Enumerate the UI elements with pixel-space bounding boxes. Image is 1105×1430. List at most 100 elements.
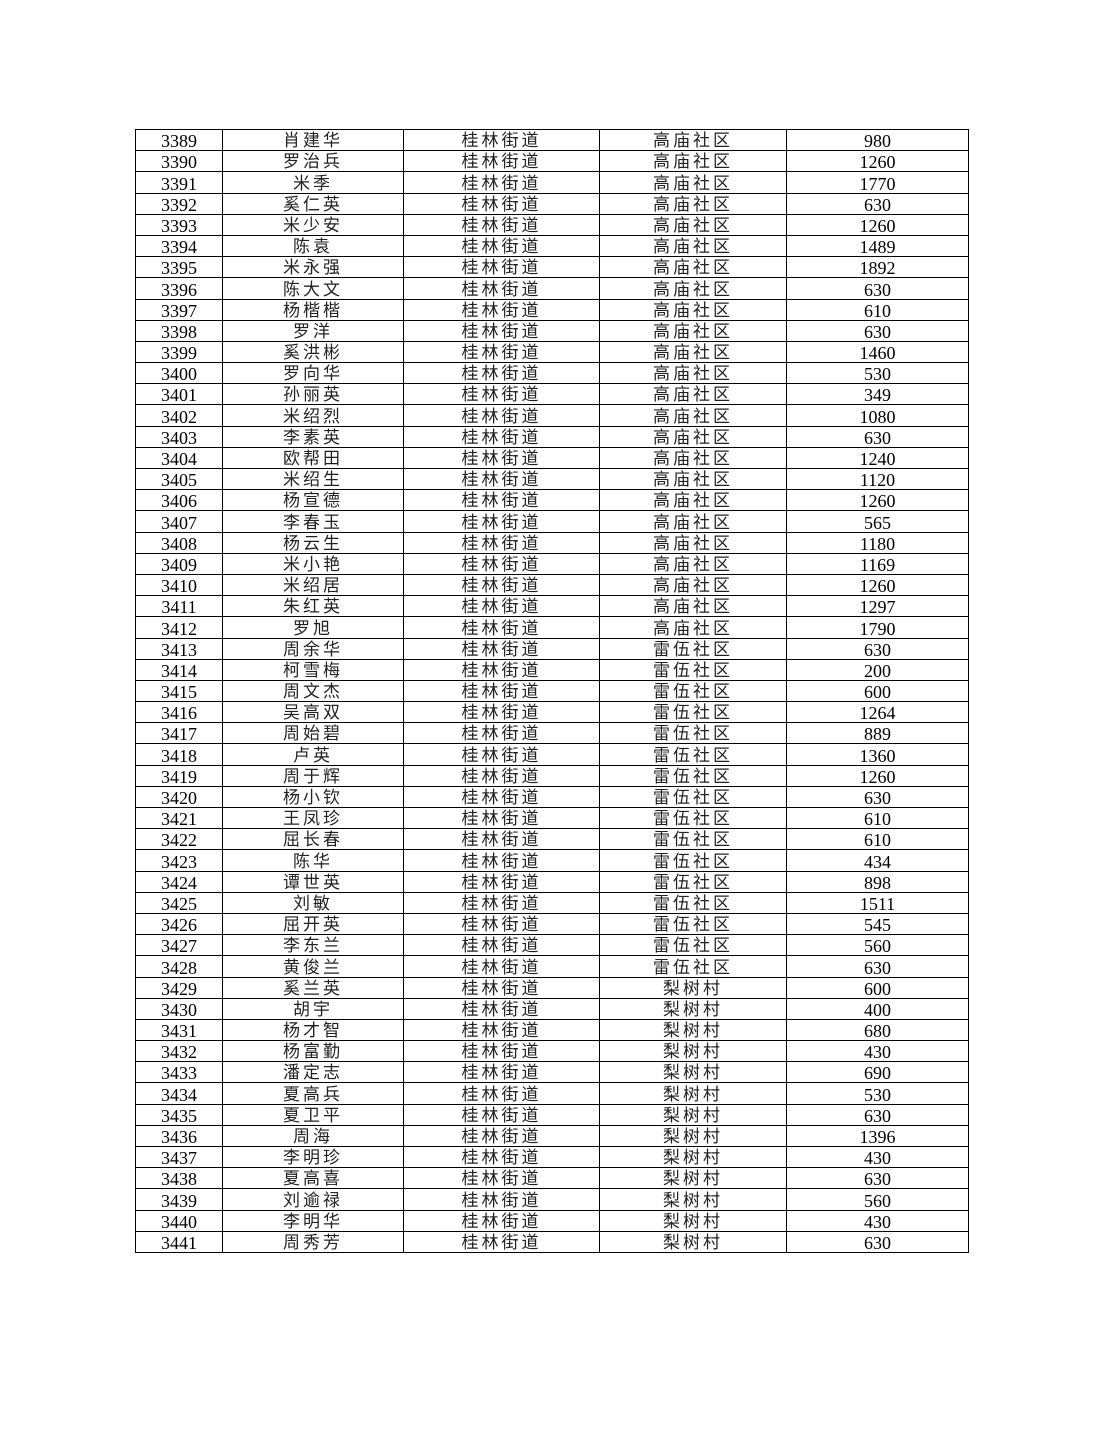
community-cell: 梨树村 <box>599 976 787 999</box>
table-row: 3429 奚兰英 桂林街道 梨树村 600 <box>135 976 969 999</box>
street-cell: 桂林街道 <box>403 510 600 533</box>
row-number-cell: 3421 <box>135 806 223 830</box>
amount-cell: 565 <box>786 510 969 533</box>
row-number-cell: 3396 <box>135 277 223 300</box>
community-cell: 高庙社区 <box>599 446 787 470</box>
street-cell: 桂林街道 <box>403 552 600 575</box>
name-cell: 胡宇 <box>222 997 404 1020</box>
table-row: 3431 杨才智 桂林街道 梨树村 680 <box>135 1018 969 1042</box>
street-cell: 桂林街道 <box>403 912 600 936</box>
community-cell: 梨树村 <box>599 1188 787 1211</box>
table-row: 3417 周始碧 桂林街道 雷伍社区 889 <box>135 722 969 745</box>
table-row: 3440 李明华 桂林街道 梨树村 430 <box>135 1209 969 1232</box>
amount-cell: 610 <box>786 298 969 321</box>
name-cell: 杨小钦 <box>222 785 404 809</box>
table-row: 3413 周余华 桂林街道 雷伍社区 630 <box>135 637 969 660</box>
street-cell: 桂林街道 <box>403 256 600 279</box>
community-cell: 高庙社区 <box>599 340 787 364</box>
name-cell: 周余华 <box>222 637 404 660</box>
name-cell: 吴高双 <box>222 701 404 724</box>
street-cell: 桂林街道 <box>403 976 600 999</box>
amount-cell: 349 <box>786 383 969 406</box>
street-cell: 桂林街道 <box>403 806 600 830</box>
table-row: 3395 米永强 桂林街道 高庙社区 1892 <box>135 256 969 279</box>
row-number-cell: 3406 <box>135 489 223 512</box>
street-cell: 桂林街道 <box>403 870 600 893</box>
name-cell: 屈长春 <box>222 828 404 851</box>
amount-cell: 1180 <box>786 531 969 554</box>
row-number-cell: 3407 <box>135 510 223 533</box>
row-number-cell: 3426 <box>135 912 223 936</box>
row-number-cell: 3439 <box>135 1188 223 1211</box>
community-cell: 梨树村 <box>599 1082 787 1105</box>
name-cell: 奚兰英 <box>222 976 404 999</box>
table-row: 3411 朱红英 桂林街道 高庙社区 1297 <box>135 595 969 618</box>
amount-cell: 1260 <box>786 213 969 236</box>
name-cell: 杨云生 <box>222 531 404 554</box>
amount-cell: 545 <box>786 912 969 936</box>
row-number-cell: 3429 <box>135 976 223 999</box>
data-table: 3389 肖建华 桂林街道 高庙社区 980 3390 罗治兵 桂林街道 高庙社区 1260 339… <box>135 128 969 1253</box>
row-number-cell: 3408 <box>135 531 223 554</box>
community-cell: 高庙社区 <box>599 256 787 279</box>
row-number-cell: 3413 <box>135 637 223 660</box>
community-cell: 梨树村 <box>599 1103 787 1126</box>
street-cell: 桂林街道 <box>403 383 600 406</box>
name-cell: 米少安 <box>222 213 404 236</box>
community-cell: 雷伍社区 <box>599 828 787 851</box>
name-cell: 米绍烈 <box>222 404 404 427</box>
amount-cell: 610 <box>786 828 969 851</box>
table-row: 3401 孙丽英 桂林街道 高庙社区 349 <box>135 383 969 406</box>
name-cell: 孙丽英 <box>222 383 404 406</box>
table-row: 3434 夏高兵 桂林街道 梨树村 530 <box>135 1082 969 1105</box>
street-cell: 桂林街道 <box>403 1103 600 1126</box>
community-cell: 高庙社区 <box>599 128 787 152</box>
table-row: 3409 米小艳 桂林街道 高庙社区 1169 <box>135 552 969 575</box>
street-cell: 桂林街道 <box>403 828 600 851</box>
table-body: 3389 肖建华 桂林街道 高庙社区 980 3390 罗治兵 桂林街道 高庙社区 1260 339… <box>135 128 969 1253</box>
table-row: 3402 米绍烈 桂林街道 高庙社区 1080 <box>135 404 969 427</box>
row-number-cell: 3399 <box>135 340 223 364</box>
street-cell: 桂林街道 <box>403 891 600 914</box>
table-row: 3428 黄俊兰 桂林街道 雷伍社区 630 <box>135 955 969 978</box>
street-cell: 桂林街道 <box>403 1018 600 1042</box>
amount-cell: 1264 <box>786 701 969 724</box>
community-cell: 高庙社区 <box>599 467 787 491</box>
amount-cell: 530 <box>786 1082 969 1105</box>
amount-cell: 889 <box>786 722 969 745</box>
community-cell: 高庙社区 <box>599 404 787 427</box>
table-row: 3419 周于辉 桂林街道 雷伍社区 1260 <box>135 764 969 787</box>
amount-cell: 430 <box>786 1040 969 1063</box>
table-row: 3433 潘定志 桂林街道 梨树村 690 <box>135 1061 969 1084</box>
street-cell: 桂林街道 <box>403 213 600 236</box>
community-cell: 雷伍社区 <box>599 637 787 660</box>
row-number-cell: 3437 <box>135 1145 223 1169</box>
amount-cell: 898 <box>786 870 969 893</box>
amount-cell: 600 <box>786 976 969 999</box>
name-cell: 罗旭 <box>222 616 404 639</box>
table-row: 3426 屈开英 桂林街道 雷伍社区 545 <box>135 912 969 936</box>
row-number-cell: 3422 <box>135 828 223 851</box>
street-cell: 桂林街道 <box>403 573 600 597</box>
name-cell: 罗向华 <box>222 362 404 385</box>
table-row: 3427 李东兰 桂林街道 雷伍社区 560 <box>135 934 969 957</box>
street-cell: 桂林街道 <box>403 1188 600 1211</box>
row-number-cell: 3414 <box>135 658 223 681</box>
amount-cell: 1489 <box>786 234 969 258</box>
community-cell: 雷伍社区 <box>599 764 787 787</box>
name-cell: 肖建华 <box>222 128 404 152</box>
amount-cell: 560 <box>786 934 969 957</box>
street-cell: 桂林街道 <box>403 467 600 491</box>
table-row: 3392 奚仁英 桂林街道 高庙社区 630 <box>135 192 969 215</box>
amount-cell: 630 <box>786 955 969 978</box>
street-cell: 桂林街道 <box>403 425 600 448</box>
table-row: 3399 奚洪彬 桂林街道 高庙社区 1460 <box>135 340 969 364</box>
name-cell: 朱红英 <box>222 595 404 618</box>
street-cell: 桂林街道 <box>403 362 600 385</box>
community-cell: 高庙社区 <box>599 573 787 597</box>
amount-cell: 610 <box>786 806 969 830</box>
street-cell: 桂林街道 <box>403 849 600 872</box>
table-row: 3407 李春玉 桂林街道 高庙社区 565 <box>135 510 969 533</box>
name-cell: 罗洋 <box>222 319 404 342</box>
row-number-cell: 3403 <box>135 425 223 448</box>
